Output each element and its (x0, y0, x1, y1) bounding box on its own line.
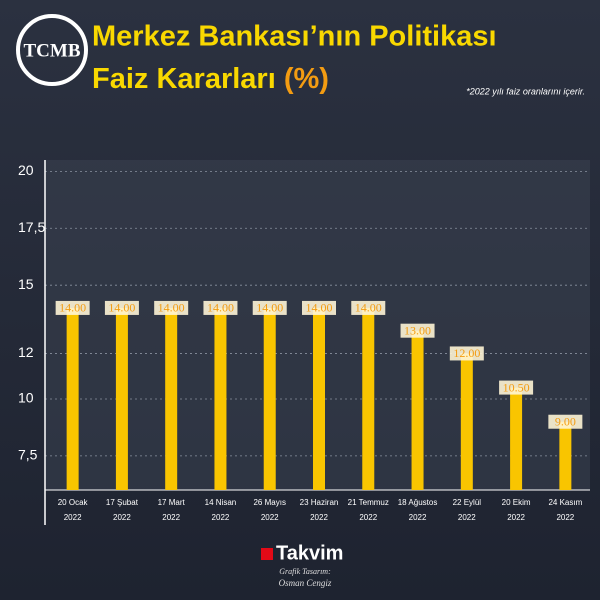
value-label: 9.00 (555, 414, 576, 428)
bar (115, 307, 128, 490)
value-label-box (55, 300, 90, 315)
designer: Osman Cengiz (279, 578, 332, 588)
value-label: 14.00 (355, 301, 382, 315)
x-tick-label: 20 Ocak (58, 498, 89, 507)
x-tick-label: 26 Mayıs (253, 498, 285, 507)
value-label-box (104, 300, 139, 315)
x-tick-year: 2022 (507, 513, 525, 522)
x-tick-year: 2022 (556, 513, 574, 522)
bar (66, 307, 79, 490)
y-tick-label: 17,5 (18, 219, 45, 235)
x-tick-year: 2022 (458, 513, 476, 522)
bar (263, 307, 276, 490)
x-tick-label: 21 Temmuz (348, 498, 389, 507)
value-label: 14.00 (108, 301, 135, 315)
title-line-2: Faiz Kararları (%) (92, 63, 329, 95)
bar (165, 307, 178, 490)
value-label-box (302, 300, 336, 315)
value-label-box (400, 323, 435, 338)
y-tick-label: 20 (18, 162, 34, 178)
y-tick-label: 7,5 (18, 447, 38, 463)
x-tick-label: 23 Haziran (300, 498, 339, 507)
value-label-box (154, 300, 189, 315)
x-tick-label: 24 Kasım (548, 498, 582, 507)
y-tick-label: 15 (18, 276, 34, 292)
logo: TCMB (24, 40, 81, 61)
value-label: 12.00 (453, 346, 480, 360)
value-label: 14.00 (207, 301, 234, 315)
value-label-box (203, 300, 238, 315)
y-tick-label: 12 (18, 344, 34, 360)
y-tick-label: 10 (18, 390, 34, 406)
value-label: 14.00 (256, 301, 283, 315)
credit: Grafik Tasarım: (279, 567, 331, 576)
value-label: 14.00 (158, 301, 185, 315)
x-tick-year: 2022 (162, 513, 180, 522)
value-label-box (548, 414, 583, 429)
bar (313, 307, 325, 490)
bar (362, 307, 375, 490)
x-tick-year: 2022 (261, 513, 279, 522)
x-tick-label: 18 Ağustos (398, 498, 438, 507)
x-tick-year: 2022 (113, 513, 131, 522)
bar (411, 330, 424, 490)
bar (214, 307, 227, 490)
x-tick-year: 2022 (64, 513, 82, 522)
x-tick-label: 22 Eylül (453, 498, 482, 507)
value-label: 14.00 (306, 301, 333, 315)
value-label: 14.00 (59, 301, 86, 315)
note: *2022 yılı faiz oranlarını içerir. (466, 86, 585, 96)
value-label: 10.50 (503, 380, 530, 394)
x-tick-year: 2022 (310, 513, 328, 522)
x-tick-year: 2022 (212, 513, 230, 522)
brand: Takvim (276, 542, 343, 564)
value-label-box (252, 300, 287, 315)
bar (460, 353, 473, 490)
brand-flag (261, 548, 273, 560)
x-tick-label: 17 Mart (158, 498, 186, 507)
x-tick-label: 17 Şubat (106, 498, 139, 507)
value-label: 13.00 (404, 323, 431, 337)
logo-ring (16, 14, 88, 86)
x-tick-year: 2022 (409, 513, 427, 522)
value-label-box (351, 300, 386, 315)
title-line-1: Merkez Bankası’nın Politikası (92, 21, 497, 53)
x-tick-label: 20 Ekim (502, 498, 531, 507)
value-label-box (449, 346, 484, 361)
bar (559, 421, 572, 490)
bar (510, 387, 523, 490)
x-tick-label: 14 Nisan (205, 498, 237, 507)
value-label-box (499, 380, 534, 395)
x-tick-year: 2022 (359, 513, 377, 522)
